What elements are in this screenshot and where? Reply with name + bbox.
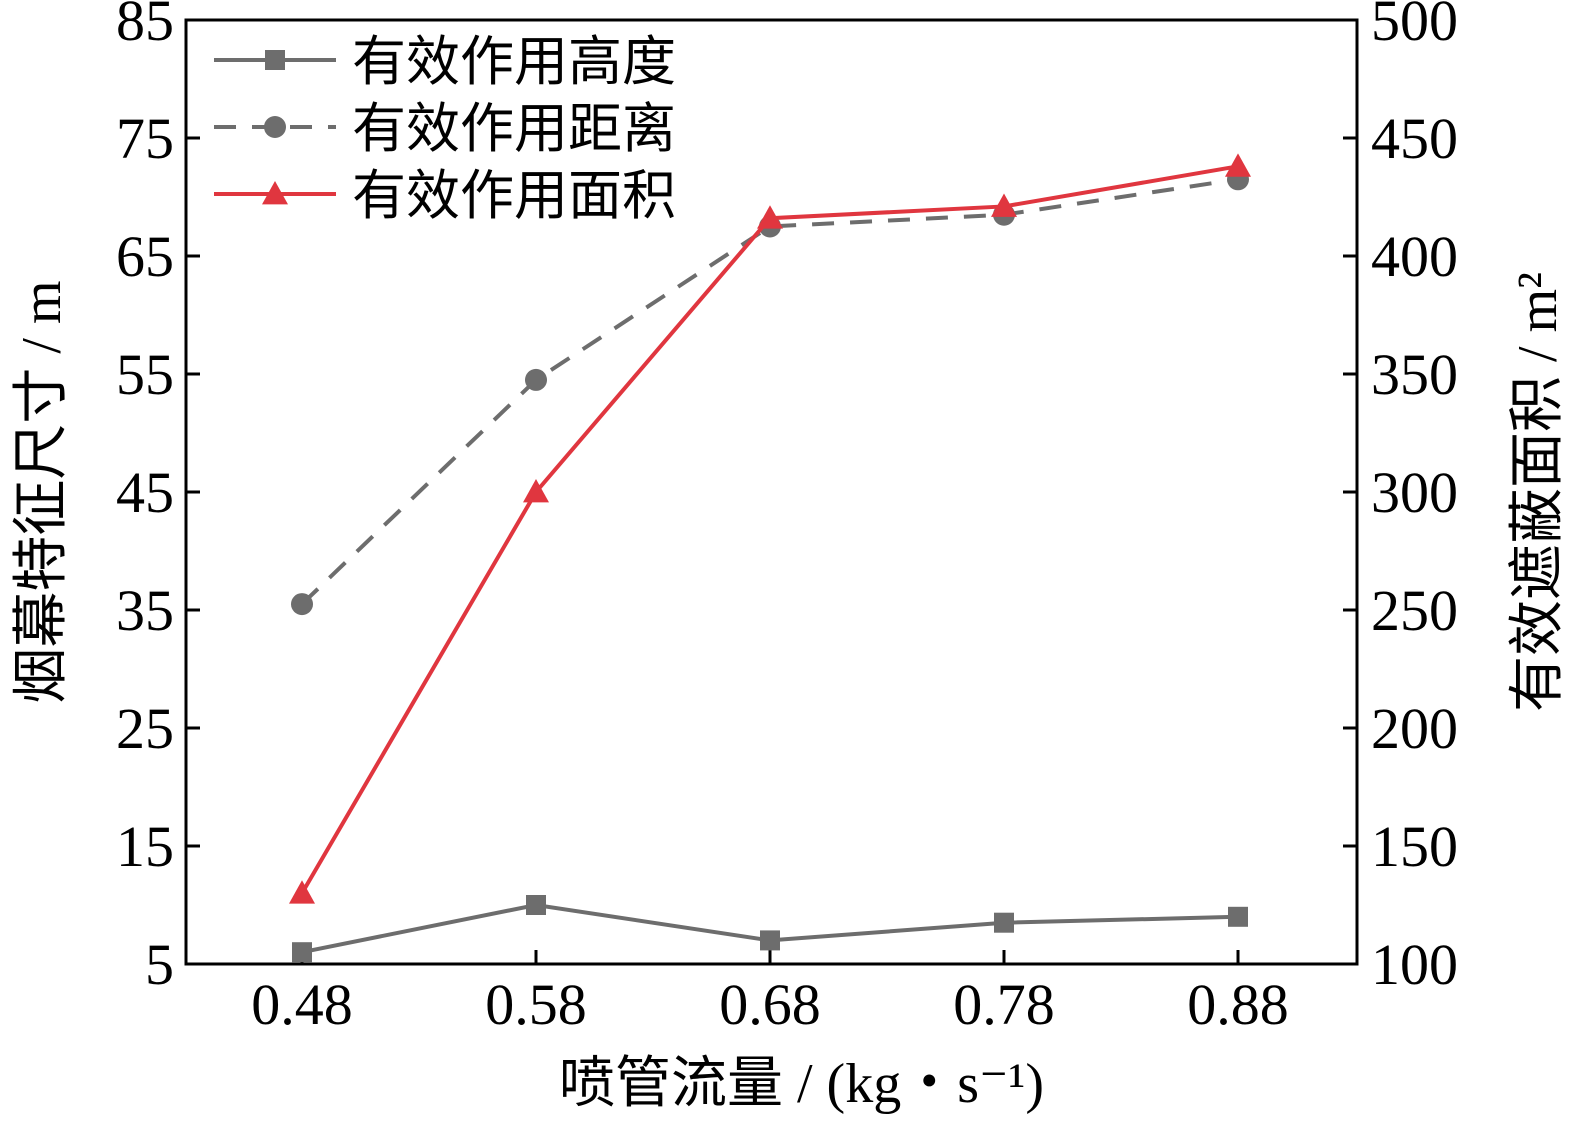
series-1-point [760,930,780,951]
series-3-point [289,880,315,904]
y-right-tick-label: 100 [1371,932,1458,997]
y-left-tick-label: 35 [116,578,174,643]
series-3-point [523,479,549,503]
y-right-tick-label: 450 [1371,106,1458,171]
y-left-tick-label: 65 [116,224,174,289]
y-left-tick-label: 45 [116,460,174,525]
series-1-point [1228,906,1248,927]
plot-frame [184,18,1359,966]
axes: 5 15 25 35 45 55 65 75 85 100 150 200 250 300 350 400 45… [116,0,1458,1037]
series-3-point [757,205,783,229]
legend-label-3: 有效作用面积 [352,166,676,226]
x-tick-label: 0.88 [1187,972,1289,1037]
legend-marker-1 [265,50,285,70]
series-3-point [991,193,1017,217]
series-line-3 [300,164,1239,895]
x-axis-title: 喷管流量 / (kg・s⁻¹) [559,1053,1044,1115]
y-left-tick-label: 85 [116,0,174,53]
y-right-tick-label: 400 [1371,224,1458,289]
y-right-tick-label: 150 [1371,814,1458,879]
legend-marker-2 [264,116,286,138]
y-right-tick-label: 350 [1371,342,1458,407]
y-axis-right-title: 有效遮蔽面积 / m² [1507,272,1569,712]
legend-marker-3 [262,181,288,205]
series-1-point [994,912,1014,933]
series-2-point [525,368,547,391]
y-right-tick-label: 250 [1371,578,1458,643]
series-1-point [292,942,312,963]
series-line-2 [300,177,1239,606]
y-axis-left-title: 烟幕特征尺寸 / m [11,280,73,703]
series-layer [289,153,1251,963]
x-tick-label: 0.78 [953,972,1055,1037]
y-left-tick-label: 55 [116,342,174,407]
y-left-tick-label: 15 [116,814,174,879]
legend-label-1: 有效作用高度 [352,32,676,92]
y-left-tick-label: 5 [145,932,174,997]
y-right-tick-label: 200 [1371,696,1458,761]
x-tick-label: 0.58 [485,972,587,1037]
y-left-tick-label: 75 [116,106,174,171]
series-3-point [1225,153,1251,177]
legend-label-2: 有效作用距离 [352,99,676,159]
y-left-tick-label: 25 [116,696,174,761]
series-2-point [291,593,313,616]
series-1-point [526,895,546,915]
y-right-tick-label: 500 [1371,0,1458,53]
y-right-tick-label: 300 [1371,460,1458,525]
x-tick-label: 0.48 [251,972,353,1037]
x-tick-label: 0.68 [719,972,821,1037]
